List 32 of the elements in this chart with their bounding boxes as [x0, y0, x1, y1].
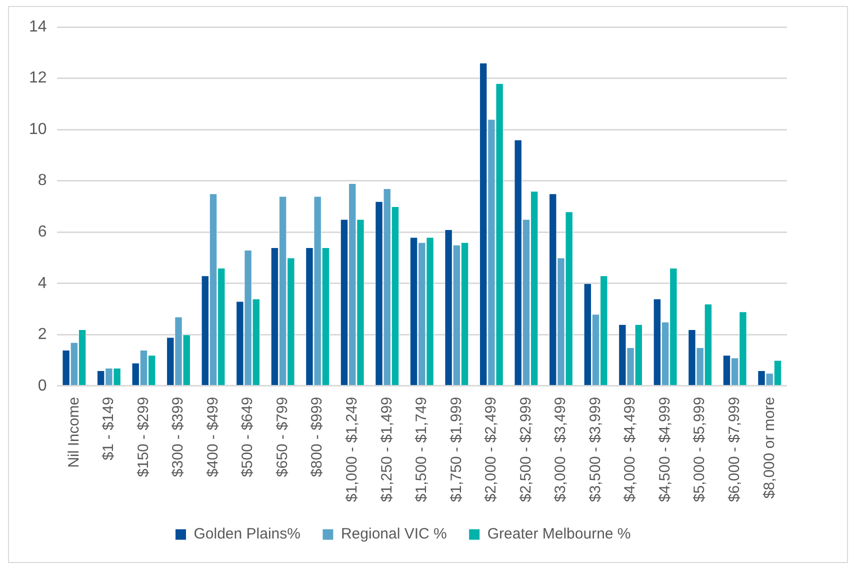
x-tick-label: $300 - $399 — [170, 396, 187, 477]
x-tick-label: $650 - $799 — [274, 396, 291, 477]
x-tick-label: $4,000 - $4,499 — [622, 396, 639, 502]
x-tick-label: $5,000 - $5,999 — [691, 396, 708, 502]
x-tick-label: $1,500 - $1,749 — [413, 396, 430, 502]
y-tick-label: 2 — [38, 326, 47, 344]
legend-label: Golden Plains% — [194, 526, 300, 543]
x-tick-label: $2,500 - $2,999 — [517, 396, 534, 502]
x-tick-label: $4,500 - $4,999 — [656, 396, 674, 502]
legend-label: Greater Melbourne % — [487, 526, 631, 543]
y-tick-label: 8 — [38, 172, 47, 190]
x-tick-label: $500 - $649 — [239, 396, 256, 477]
x-tick-label: $1,000 - $1,249 — [343, 396, 360, 502]
x-tick-label: $1,250 - $1,499 — [378, 396, 396, 502]
y-tick-label: 14 — [29, 18, 47, 36]
x-tick-label: $3,500 - $3,999 — [586, 396, 604, 502]
x-tick-label: $1 - $149 — [100, 396, 118, 460]
x-tick-label: $8,000 or more — [760, 396, 778, 499]
y-tick-label: 10 — [29, 120, 47, 138]
x-tick-label: $3,000 - $3,499 — [552, 396, 570, 502]
legend-label: Regional VIC % — [340, 526, 447, 543]
x-tick-label: $2,000 - $2,499 — [482, 396, 500, 502]
y-tick-label: 6 — [38, 224, 47, 240]
y-tick-label: 4 — [38, 274, 47, 292]
x-tick-label: $6,000 - $7,999 — [726, 396, 743, 502]
x-tick-label: $800 - $999 — [308, 396, 326, 477]
x-tick-label: Nil Income — [65, 396, 82, 468]
y-tick-label: 12 — [29, 70, 47, 87]
x-tick-label: $1,750 - $1,999 — [448, 396, 465, 502]
x-tick-label: $150 - $299 — [134, 396, 152, 477]
y-tick-label: 0 — [38, 377, 47, 394]
x-tick-label: $400 - $499 — [204, 396, 222, 477]
